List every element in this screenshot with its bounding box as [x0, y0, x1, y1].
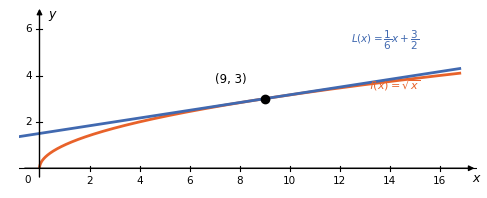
Text: 0: 0: [24, 175, 31, 185]
Text: (9, 3): (9, 3): [215, 73, 246, 86]
Text: 10: 10: [283, 176, 296, 186]
Text: y: y: [48, 8, 56, 21]
Text: $L(x) = \dfrac{1}{6}x + \dfrac{3}{2}$: $L(x) = \dfrac{1}{6}x + \dfrac{3}{2}$: [351, 29, 419, 52]
Text: 6: 6: [186, 176, 193, 186]
Text: 2: 2: [25, 117, 32, 127]
Text: 16: 16: [433, 176, 447, 186]
Text: 4: 4: [25, 70, 32, 81]
Text: 12: 12: [333, 176, 346, 186]
Text: 4: 4: [136, 176, 143, 186]
Text: 6: 6: [25, 24, 32, 34]
Text: 8: 8: [236, 176, 243, 186]
Text: x: x: [472, 172, 480, 185]
Text: $f(x) = \sqrt{x}$: $f(x) = \sqrt{x}$: [369, 79, 420, 93]
Text: 14: 14: [383, 176, 396, 186]
Text: 2: 2: [86, 176, 93, 186]
